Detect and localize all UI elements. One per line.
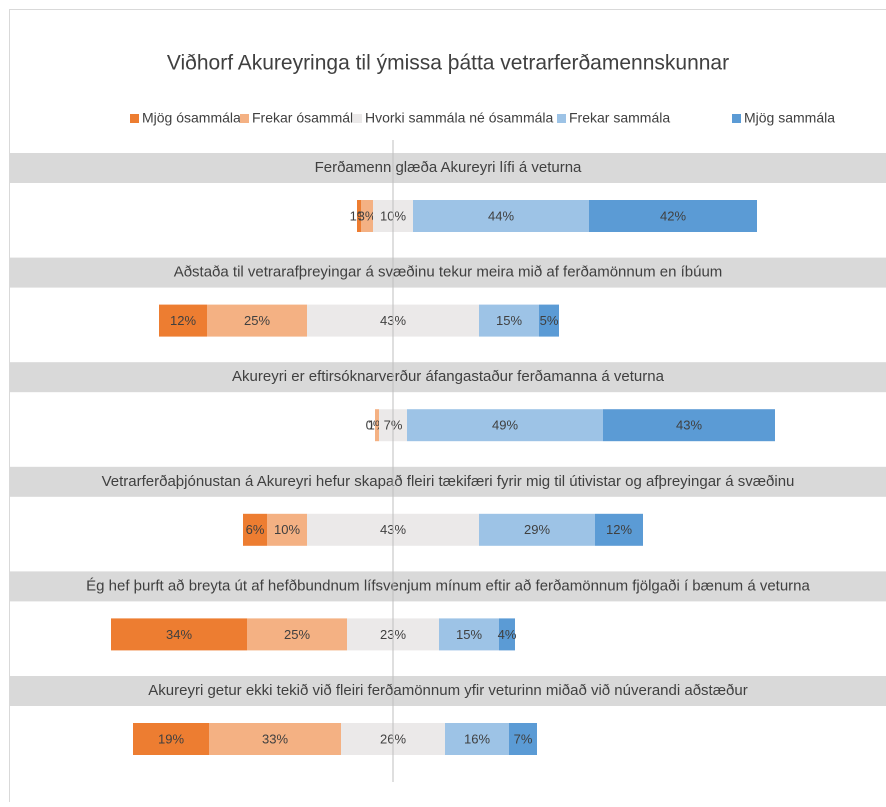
legend-label: Hvorki sammála né ósammála [365,110,553,126]
value-label: 7% [514,731,533,746]
value-label: 15% [456,627,482,642]
legend-label: Mjög ósammála [142,110,241,126]
value-label: 16% [464,731,490,746]
value-label: 12% [606,522,632,537]
value-label: 49% [492,418,518,433]
value-label: 44% [488,208,514,223]
value-label: 29% [524,522,550,537]
legend-label: Frekar sammála [569,110,670,126]
value-label: 6% [246,522,265,537]
row-title: Akureyri er eftirsóknarverður áfangastað… [232,368,665,385]
legend-swatch [732,114,741,123]
legend-swatch [353,114,362,123]
value-label: 15% [496,313,522,328]
legend-label: Frekar ósammála [252,110,361,126]
row-title: Vetrarferðaþjónustan á Akureyri hefur sk… [102,473,795,490]
value-label: 34% [166,627,192,642]
row-title: Aðstaða til vetrarafþreyingar á svæðinu … [174,264,723,281]
legend-swatch [557,114,566,123]
legend-label: Mjög sammála [744,110,835,126]
value-label: 4% [498,627,517,642]
value-label: 25% [244,313,270,328]
legend-swatch [240,114,249,123]
legend-swatch [130,114,139,123]
row-title: Ferðamenn glæða Akureyri lífi á veturna [315,159,582,176]
value-label: 12% [170,313,196,328]
value-label: 42% [660,208,686,223]
value-label: 33% [262,731,288,746]
row-title: Ég hef þurft að breyta út af hefðbundnum… [86,577,810,594]
chart-title: Viðhorf Akureyringa til ýmissa þátta vet… [167,52,729,75]
value-label: 5% [540,313,559,328]
value-label: 43% [676,418,702,433]
row-title: Akureyri getur ekki tekið við fleiri fer… [148,682,747,699]
value-label: 19% [158,731,184,746]
value-label: 10% [274,522,300,537]
value-label: 25% [284,627,310,642]
